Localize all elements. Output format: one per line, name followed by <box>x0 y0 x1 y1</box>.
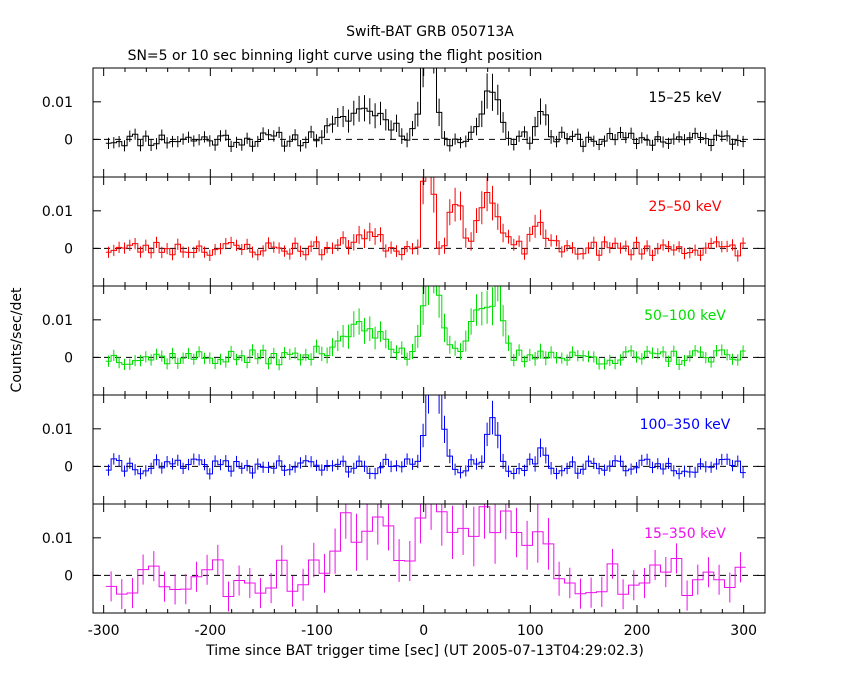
band-label: 15–25 keV <box>649 90 722 106</box>
panels-group: 0 0.01 15–25 keV 0 0.01 25–50 keV 0 0.01 50–100 … <box>42 67 766 614</box>
y-tick-label: 0 <box>64 459 73 475</box>
y-tick-label: 0 <box>64 241 73 257</box>
x-tick-label: -200 <box>194 623 226 639</box>
y-tick-label: 0.01 <box>42 531 73 547</box>
panel-4: 0 0.01 100–350 keV <box>42 394 766 505</box>
band-label: 100–350 keV <box>640 417 731 433</box>
x-tick-label: -300 <box>88 623 120 639</box>
band-label: 25–50 keV <box>649 199 722 215</box>
y-tick-label: 0.01 <box>42 422 73 438</box>
light-curve-series <box>105 68 746 153</box>
band-label: 15–350 keV <box>644 526 726 542</box>
x-tick-label: 200 <box>624 623 651 639</box>
panel-frame <box>92 503 766 614</box>
panel-frame <box>92 176 766 287</box>
light-curve-series <box>105 395 746 480</box>
y-tick-label: 0.01 <box>42 95 73 111</box>
x-tick-label: 100 <box>517 623 544 639</box>
light-curve-series <box>105 286 746 371</box>
x-tick-label: 0 <box>419 623 428 639</box>
x-tick-label: 300 <box>730 623 757 639</box>
y-tick-label: 0 <box>64 350 73 366</box>
panel-2: 0 0.01 25–50 keV <box>42 176 766 287</box>
y-tick-label: 0.01 <box>42 204 73 220</box>
y-axis-label: Counts/sec/det <box>9 287 25 392</box>
x-axis-label: Time since BAT trigger time [sec] (UT 20… <box>205 643 644 659</box>
y-tick-label: 0 <box>64 568 73 584</box>
band-label: 50–100 keV <box>644 308 726 324</box>
y-tick-label: 0.01 <box>42 313 73 329</box>
chart-subtitle: SN=5 or 10 sec binning light curve using… <box>128 48 543 64</box>
light-curve-series <box>105 177 746 262</box>
chart-title: Swift-BAT GRB 050713A <box>346 24 514 40</box>
light-curve-series <box>105 504 746 612</box>
panel-5: 0 0.01 15–350 keV <box>42 503 766 614</box>
y-tick-label: 0 <box>64 132 73 148</box>
panel-frame <box>92 67 766 178</box>
x-tick-labels: -300 -200 -100 0 100 200 300 <box>88 623 757 639</box>
panel-3: 0 0.01 50–100 keV <box>42 285 766 396</box>
x-tick-label: -100 <box>301 623 333 639</box>
